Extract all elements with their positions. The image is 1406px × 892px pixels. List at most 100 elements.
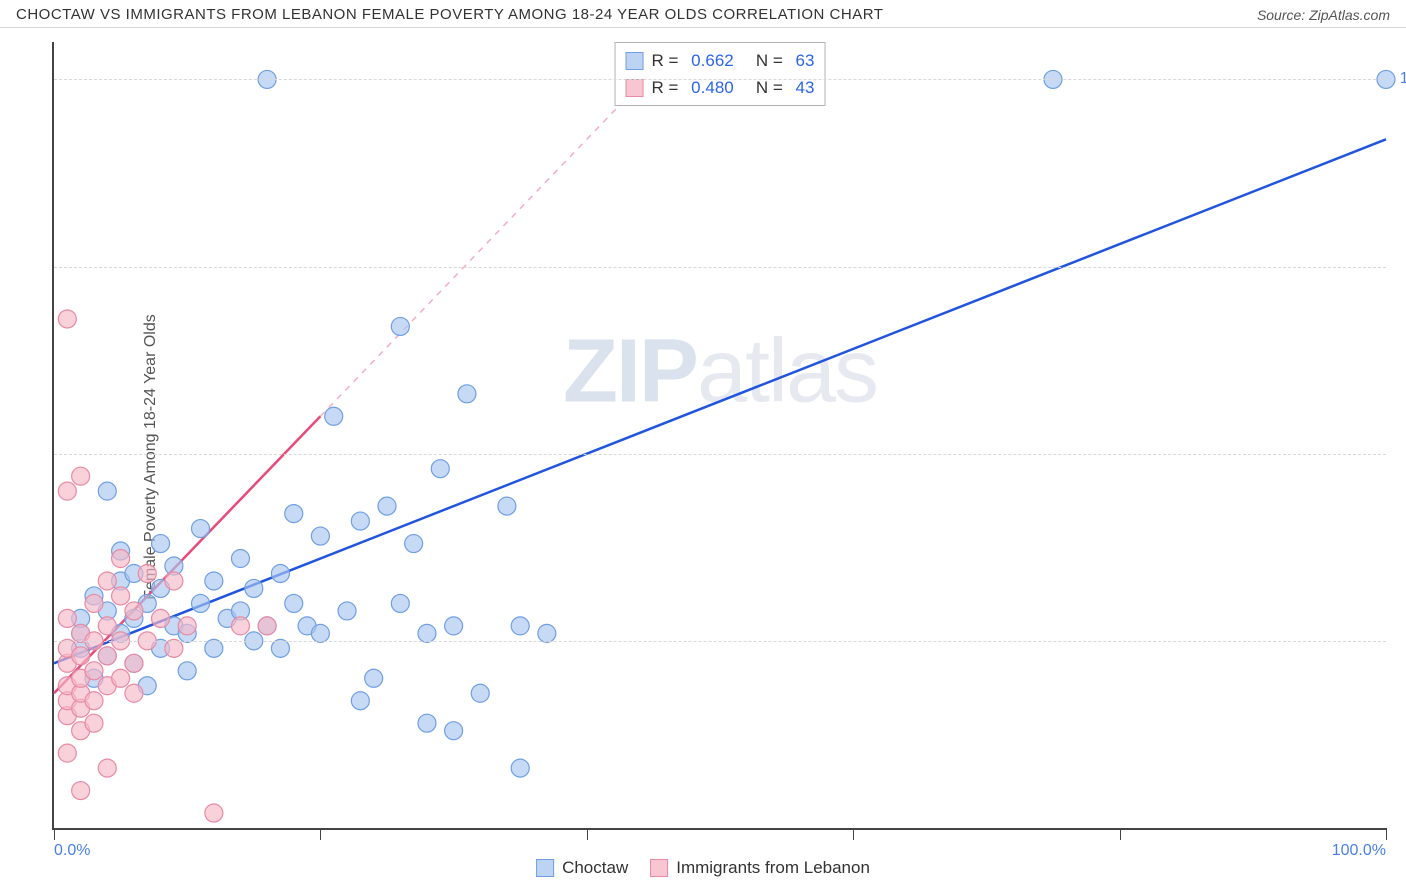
- n-value: 43: [791, 74, 815, 101]
- x-tick-label: 0.0%: [54, 842, 90, 860]
- r-value: 0.662: [686, 47, 733, 74]
- data-point: [405, 535, 423, 553]
- gridline: [54, 267, 1386, 268]
- data-point: [85, 662, 103, 680]
- data-point: [98, 617, 116, 635]
- data-point: [165, 639, 183, 657]
- gridline: [54, 641, 1386, 642]
- data-point: [365, 669, 383, 687]
- data-point: [85, 594, 103, 612]
- data-point: [471, 684, 489, 702]
- x-tick-label: 100.0%: [1332, 842, 1386, 860]
- gridline: [54, 454, 1386, 455]
- legend-label: Choctaw: [562, 858, 628, 878]
- data-point: [245, 579, 263, 597]
- data-point: [125, 602, 143, 620]
- data-point: [112, 669, 130, 687]
- data-point: [285, 505, 303, 523]
- chart-header: CHOCTAW VS IMMIGRANTS FROM LEBANON FEMAL…: [0, 0, 1406, 28]
- data-point: [72, 467, 90, 485]
- data-point: [378, 497, 396, 515]
- trend-line-dashed: [320, 70, 653, 416]
- data-point: [325, 407, 343, 425]
- data-point: [178, 617, 196, 635]
- data-point: [58, 482, 76, 500]
- data-point: [58, 609, 76, 627]
- chart-source: Source: ZipAtlas.com: [1257, 7, 1390, 23]
- legend-item: Choctaw: [536, 858, 628, 878]
- x-tick: [320, 828, 321, 840]
- data-point: [431, 460, 449, 478]
- x-tick: [1386, 828, 1387, 840]
- data-point: [311, 527, 329, 545]
- gridline: [54, 79, 1386, 80]
- data-point: [391, 594, 409, 612]
- data-point: [445, 617, 463, 635]
- data-point: [511, 759, 529, 777]
- data-point: [538, 624, 556, 642]
- data-point: [112, 550, 130, 568]
- series-swatch: [626, 52, 644, 70]
- data-point: [98, 759, 116, 777]
- chart-area: Female Poverty Among 18-24 Year Olds ZIP…: [0, 28, 1406, 886]
- correlation-box: R = 0.662 N = 63R = 0.480 N = 43: [615, 42, 826, 106]
- data-point: [98, 482, 116, 500]
- y-tick-label: 75.0%: [1394, 258, 1406, 276]
- legend: Choctaw Immigrants from Lebanon: [536, 858, 870, 878]
- data-point: [338, 602, 356, 620]
- data-point: [192, 594, 210, 612]
- series-swatch: [626, 79, 644, 97]
- data-point: [511, 617, 529, 635]
- x-tick: [1120, 828, 1121, 840]
- y-tick-label: 25.0%: [1394, 632, 1406, 650]
- data-point: [445, 722, 463, 740]
- n-value: 63: [791, 47, 815, 74]
- data-point: [498, 497, 516, 515]
- correlation-row: R = 0.480 N = 43: [626, 74, 815, 101]
- correlation-row: R = 0.662 N = 63: [626, 47, 815, 74]
- data-point: [98, 647, 116, 665]
- data-point: [72, 647, 90, 665]
- data-point: [231, 550, 249, 568]
- data-point: [231, 617, 249, 635]
- x-tick: [587, 828, 588, 840]
- r-label: R =: [652, 74, 679, 101]
- data-point: [138, 564, 156, 582]
- x-tick: [54, 828, 55, 840]
- data-point: [418, 624, 436, 642]
- data-point: [205, 639, 223, 657]
- scatter-overlay: [54, 42, 1386, 828]
- data-point: [258, 617, 276, 635]
- n-label: N =: [742, 47, 783, 74]
- series-swatch: [536, 859, 554, 877]
- data-point: [152, 535, 170, 553]
- data-point: [98, 572, 116, 590]
- data-point: [351, 692, 369, 710]
- r-value: 0.480: [686, 74, 733, 101]
- legend-item: Immigrants from Lebanon: [650, 858, 870, 878]
- legend-label: Immigrants from Lebanon: [676, 858, 870, 878]
- n-label: N =: [742, 74, 783, 101]
- series-swatch: [650, 859, 668, 877]
- data-point: [391, 317, 409, 335]
- x-tick: [853, 828, 854, 840]
- data-point: [112, 587, 130, 605]
- data-point: [351, 512, 369, 530]
- chart-title: CHOCTAW VS IMMIGRANTS FROM LEBANON FEMAL…: [16, 6, 883, 23]
- data-point: [72, 782, 90, 800]
- data-point: [285, 594, 303, 612]
- data-point: [458, 385, 476, 403]
- data-point: [165, 572, 183, 590]
- data-point: [205, 804, 223, 822]
- data-point: [58, 310, 76, 328]
- data-point: [58, 744, 76, 762]
- data-point: [205, 572, 223, 590]
- data-point: [271, 639, 289, 657]
- data-point: [192, 520, 210, 538]
- data-point: [271, 564, 289, 582]
- data-point: [152, 609, 170, 627]
- data-point: [85, 692, 103, 710]
- y-tick-label: 100.0%: [1394, 70, 1406, 88]
- data-point: [125, 684, 143, 702]
- r-label: R =: [652, 47, 679, 74]
